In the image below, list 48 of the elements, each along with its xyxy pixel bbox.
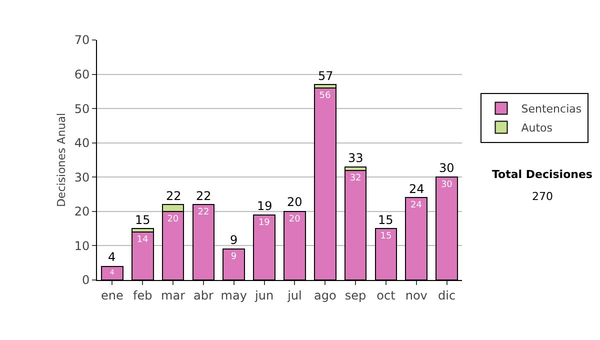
y-tick-label: 40 [74,136,90,150]
data-label: 30 [440,180,453,190]
x-tick-label: dic [438,288,456,302]
data-label: 9 [230,252,237,262]
total-label: 19 [257,199,272,213]
y-tick-label: 30 [74,170,90,184]
y-tick-label: 60 [74,67,90,82]
x-tick-label: mar [161,288,186,302]
x-tick-label: oct [376,288,396,302]
total-label: 4 [108,250,116,264]
x-tick-label: feb [133,288,152,302]
x-tick-label: jul [286,288,302,302]
data-label: 22 [198,208,210,218]
legend-label: Autos [521,122,553,135]
x-tick-label: sep [344,288,366,302]
total-label: 9 [230,233,238,247]
data-label: 20 [288,214,301,224]
data-label: 14 [136,235,148,245]
data-label: 20 [167,214,179,224]
text: Total Decisiones [492,168,593,181]
x-tick-label: jun [254,288,274,302]
y-tick-label: 70 [74,33,90,48]
total-label: 33 [348,151,364,165]
total-label: 30 [439,161,454,175]
total-label: 22 [196,189,212,203]
data-label: 32 [350,173,362,184]
y-tick-label: 0 [82,273,90,288]
data-label: 15 [380,232,392,242]
total-label: 15 [378,213,394,227]
data-label: 56 [319,91,331,101]
x-tick-label: abr [194,288,214,302]
total-label: 15 [135,213,150,227]
x-tick-label: may [220,288,247,302]
y-axis-title: Decisiones Anual [55,112,68,208]
total-label: 57 [318,69,334,83]
x-tick-label: nov [405,288,428,302]
total-label: 20 [287,195,302,209]
y-tick-label: 20 [74,204,90,219]
x-tick-label: ene [101,288,124,302]
y-tick-label: 10 [74,238,90,253]
text: 270 [532,190,553,203]
y-tick-label: 50 [74,102,90,116]
total-label: 24 [409,182,424,196]
data-label: 19 [258,218,270,228]
x-tick-label: ago [314,288,336,302]
total-label: 22 [166,189,182,203]
legend-label: Sentencias [521,102,582,116]
data-label: 24 [410,200,422,211]
